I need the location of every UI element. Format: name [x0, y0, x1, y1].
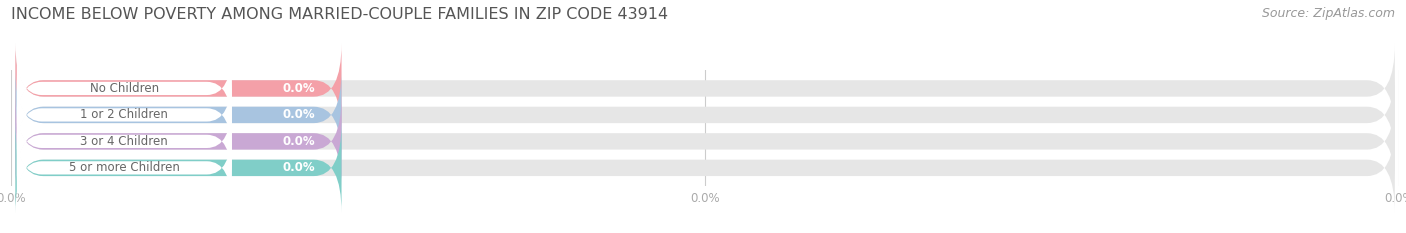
- Text: 0.0%: 0.0%: [283, 135, 315, 148]
- FancyBboxPatch shape: [17, 74, 232, 156]
- FancyBboxPatch shape: [17, 100, 232, 182]
- Text: 0.0%: 0.0%: [283, 161, 315, 174]
- FancyBboxPatch shape: [15, 123, 1395, 212]
- Text: Source: ZipAtlas.com: Source: ZipAtlas.com: [1261, 7, 1395, 20]
- FancyBboxPatch shape: [15, 70, 1395, 160]
- FancyBboxPatch shape: [17, 47, 232, 130]
- FancyBboxPatch shape: [15, 97, 1395, 186]
- FancyBboxPatch shape: [15, 70, 342, 160]
- Text: 0.0%: 0.0%: [283, 108, 315, 121]
- Text: 5 or more Children: 5 or more Children: [69, 161, 180, 174]
- Text: 3 or 4 Children: 3 or 4 Children: [80, 135, 169, 148]
- Text: 0.0%: 0.0%: [283, 82, 315, 95]
- Text: 1 or 2 Children: 1 or 2 Children: [80, 108, 169, 121]
- FancyBboxPatch shape: [15, 97, 342, 186]
- FancyBboxPatch shape: [15, 123, 342, 212]
- Text: INCOME BELOW POVERTY AMONG MARRIED-COUPLE FAMILIES IN ZIP CODE 43914: INCOME BELOW POVERTY AMONG MARRIED-COUPL…: [11, 7, 668, 22]
- FancyBboxPatch shape: [15, 44, 1395, 133]
- FancyBboxPatch shape: [17, 127, 232, 209]
- Text: No Children: No Children: [90, 82, 159, 95]
- FancyBboxPatch shape: [15, 44, 342, 133]
